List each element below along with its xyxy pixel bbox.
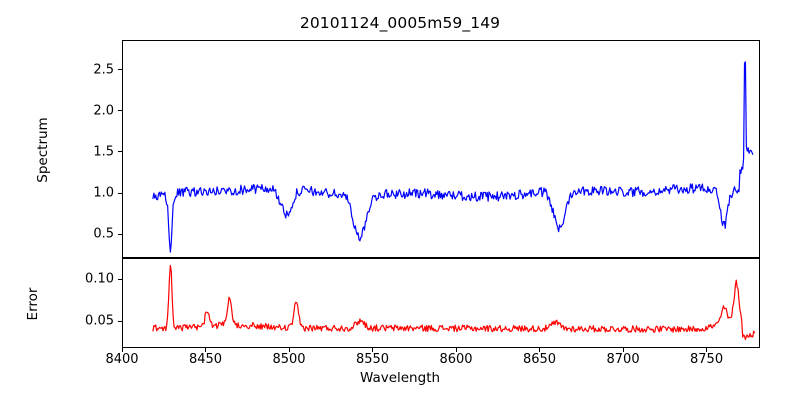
y-tick-label: 0.10 xyxy=(85,271,114,287)
x-tick-label: 8400 xyxy=(105,352,139,367)
error-plot-axes xyxy=(122,258,760,348)
y-tick-label: 1.0 xyxy=(93,185,114,201)
x-tick-label: 8450 xyxy=(188,352,223,367)
y-tick-mark xyxy=(118,320,122,322)
y-tick-label: 0.5 xyxy=(93,226,114,242)
spectrum-plot-axes xyxy=(122,40,760,258)
spectrum-data-line xyxy=(123,41,759,257)
x-tick-mark xyxy=(288,348,290,352)
error-data-line xyxy=(123,259,759,347)
x-tick-label: 8500 xyxy=(272,352,306,367)
x-tick-mark xyxy=(539,348,541,352)
y-tick-mark xyxy=(118,233,122,235)
y-tick-mark xyxy=(118,110,122,112)
y-tick-label: 0.05 xyxy=(85,313,114,329)
x-axis-label: Wavelength xyxy=(359,370,441,386)
x-tick-label: 8550 xyxy=(355,352,390,367)
x-tick-mark xyxy=(706,348,708,352)
x-tick-label: 8650 xyxy=(522,352,557,367)
x-tick-mark xyxy=(205,348,207,352)
x-tick-label: 8600 xyxy=(439,352,473,367)
y-tick-label: 1.5 xyxy=(93,144,114,160)
y-tick-mark xyxy=(118,192,122,194)
y-tick-label: 2.0 xyxy=(93,103,114,119)
page-title: 20101124_0005m59_149 xyxy=(299,14,501,32)
y-axis-label-spectrum: Spectrum xyxy=(35,117,51,183)
x-tick-mark xyxy=(121,348,123,352)
x-tick-mark xyxy=(372,348,374,352)
x-tick-label: 8700 xyxy=(606,352,640,367)
y-tick-mark xyxy=(118,278,122,280)
x-tick-mark xyxy=(455,348,457,352)
y-tick-mark xyxy=(118,151,122,153)
y-tick-mark xyxy=(118,69,122,71)
x-tick-mark xyxy=(622,348,624,352)
y-axis-label-error: Error xyxy=(25,287,41,321)
y-tick-label: 2.5 xyxy=(93,62,114,78)
x-tick-label: 8750 xyxy=(690,352,724,367)
